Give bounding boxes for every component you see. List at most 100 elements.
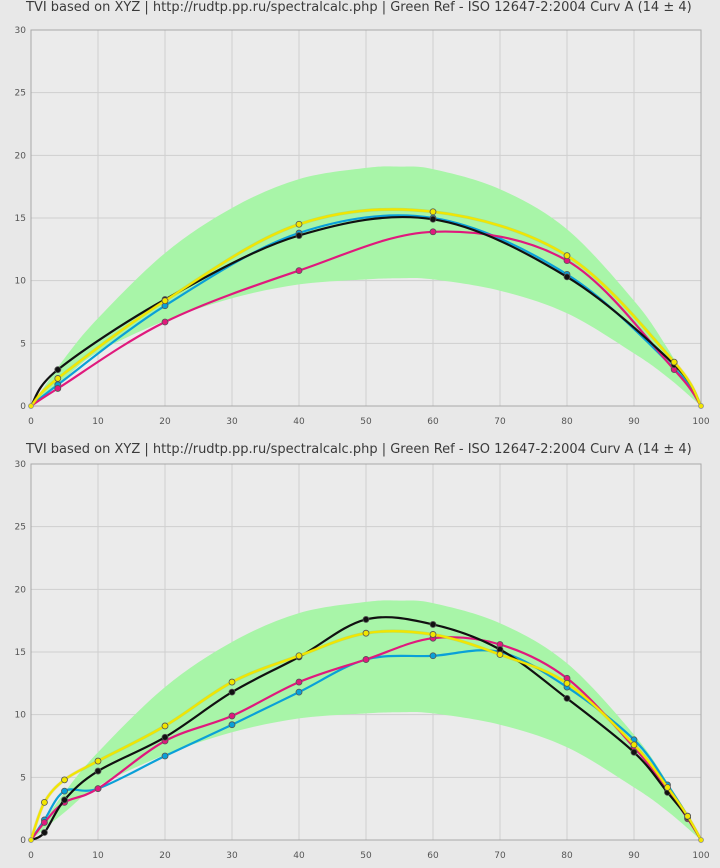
y-tick-label: 30 bbox=[15, 460, 27, 470]
x-tick-label: 90 bbox=[628, 851, 640, 861]
tolerance-band bbox=[31, 600, 701, 840]
x-tick-label: 50 bbox=[360, 417, 372, 427]
x-tick-label: 10 bbox=[92, 851, 104, 861]
data-point bbox=[429, 215, 437, 223]
end-point bbox=[698, 837, 704, 843]
x-tick-label: 0 bbox=[28, 417, 34, 427]
data-point bbox=[295, 652, 303, 660]
data-point bbox=[54, 375, 62, 382]
data-point bbox=[429, 228, 437, 236]
data-point bbox=[429, 208, 437, 216]
data-point bbox=[54, 385, 62, 392]
chart-panel-2: TVI based on XYZ | http://rudtp.pp.ru/sp… bbox=[0, 434, 720, 868]
tvi-chart-1: 0 5 10 15 20 25 30 0 10 20 30 40 50 60 70 80 90 100 bbox=[15, 26, 710, 427]
data-point bbox=[228, 712, 236, 720]
y-tick-label: 20 bbox=[15, 585, 27, 595]
x-tick-label: 50 bbox=[360, 851, 372, 861]
y-tick-label: 0 bbox=[20, 402, 26, 412]
data-point bbox=[161, 752, 169, 760]
tolerance-band bbox=[31, 166, 701, 406]
data-point bbox=[429, 631, 437, 638]
data-point bbox=[61, 787, 68, 795]
data-point bbox=[228, 688, 236, 696]
data-point bbox=[630, 741, 638, 749]
data-point bbox=[94, 785, 102, 793]
data-point bbox=[295, 232, 303, 239]
series-line bbox=[30, 215, 702, 407]
data-point bbox=[295, 267, 303, 275]
data-point bbox=[41, 829, 48, 836]
plot-border bbox=[30, 463, 702, 841]
y-tick-label: 0 bbox=[20, 836, 26, 846]
y-tick-label: 5 bbox=[20, 339, 26, 349]
x-tick-label: 20 bbox=[159, 417, 171, 427]
x-tick-label: 60 bbox=[427, 851, 439, 861]
x-tick-label: 30 bbox=[226, 417, 238, 427]
data-point bbox=[362, 656, 370, 663]
data-point bbox=[630, 748, 638, 756]
data-point bbox=[295, 678, 303, 686]
y-tick-label: 15 bbox=[15, 214, 26, 224]
x-tick-label: 80 bbox=[561, 851, 573, 861]
data-point bbox=[61, 796, 68, 804]
data-point bbox=[94, 757, 102, 765]
y-tick-label: 25 bbox=[15, 523, 26, 533]
data-point bbox=[429, 652, 437, 660]
y-tick-label: 10 bbox=[15, 277, 27, 287]
data-point bbox=[41, 819, 48, 826]
data-point bbox=[228, 678, 236, 686]
data-point bbox=[563, 252, 571, 260]
chart-panel-1: TVI based on XYZ | http://rudtp.pp.ru/sp… bbox=[15, 0, 710, 427]
series-line bbox=[30, 208, 702, 407]
x-tick-label: 90 bbox=[628, 417, 640, 427]
chart-title: TVI based on XYZ | http://rudtp.pp.ru/sp… bbox=[26, 442, 692, 457]
x-tick-label: 40 bbox=[293, 851, 305, 861]
data-point bbox=[228, 721, 236, 729]
data-point bbox=[295, 688, 303, 696]
data-point bbox=[563, 694, 571, 702]
x-tick-label: 20 bbox=[159, 851, 171, 861]
data-point bbox=[670, 358, 678, 366]
x-tick-label: 100 bbox=[692, 417, 709, 427]
data-point bbox=[54, 366, 62, 374]
x-tick-label: 30 bbox=[226, 851, 238, 861]
x-tick-label: 70 bbox=[494, 851, 506, 861]
x-tick-label: 60 bbox=[427, 417, 439, 427]
data-point bbox=[684, 812, 691, 820]
data-point bbox=[94, 767, 102, 775]
y-tick-label: 10 bbox=[15, 711, 27, 721]
x-tick-label: 100 bbox=[692, 851, 709, 861]
y-tick-label: 15 bbox=[15, 648, 26, 658]
data-point bbox=[362, 616, 370, 623]
data-point bbox=[161, 318, 169, 326]
series-line bbox=[30, 230, 702, 407]
x-tick-label: 0 bbox=[28, 851, 34, 861]
data-point bbox=[496, 651, 504, 658]
data-point bbox=[161, 733, 169, 741]
data-point bbox=[161, 722, 169, 730]
y-tick-label: 25 bbox=[15, 89, 26, 99]
y-tick-label: 20 bbox=[15, 151, 27, 161]
x-tick-label: 10 bbox=[92, 417, 104, 427]
x-tick-label: 40 bbox=[293, 417, 305, 427]
data-point bbox=[664, 783, 671, 791]
y-tick-label: 30 bbox=[15, 26, 27, 36]
data-point bbox=[563, 679, 571, 687]
data-point bbox=[429, 621, 437, 628]
origin-point bbox=[28, 837, 34, 843]
tvi-chart-2: 0 5 10 15 20 25 30 0 10 20 30 40 50 60 70 80 90 100 bbox=[15, 460, 710, 861]
data-point bbox=[41, 798, 48, 806]
plot-border bbox=[30, 29, 702, 407]
chart-title: TVI based on XYZ | http://rudtp.pp.ru/sp… bbox=[26, 0, 692, 15]
data-point bbox=[61, 776, 68, 784]
data-point bbox=[161, 297, 169, 305]
x-tick-label: 70 bbox=[494, 417, 506, 427]
series-line bbox=[30, 214, 702, 407]
x-tick-label: 80 bbox=[561, 417, 573, 427]
data-point bbox=[362, 629, 370, 637]
origin-point bbox=[28, 403, 34, 409]
data-point bbox=[295, 220, 303, 228]
end-point bbox=[698, 403, 704, 409]
y-tick-label: 5 bbox=[20, 773, 26, 783]
data-point bbox=[563, 273, 571, 281]
